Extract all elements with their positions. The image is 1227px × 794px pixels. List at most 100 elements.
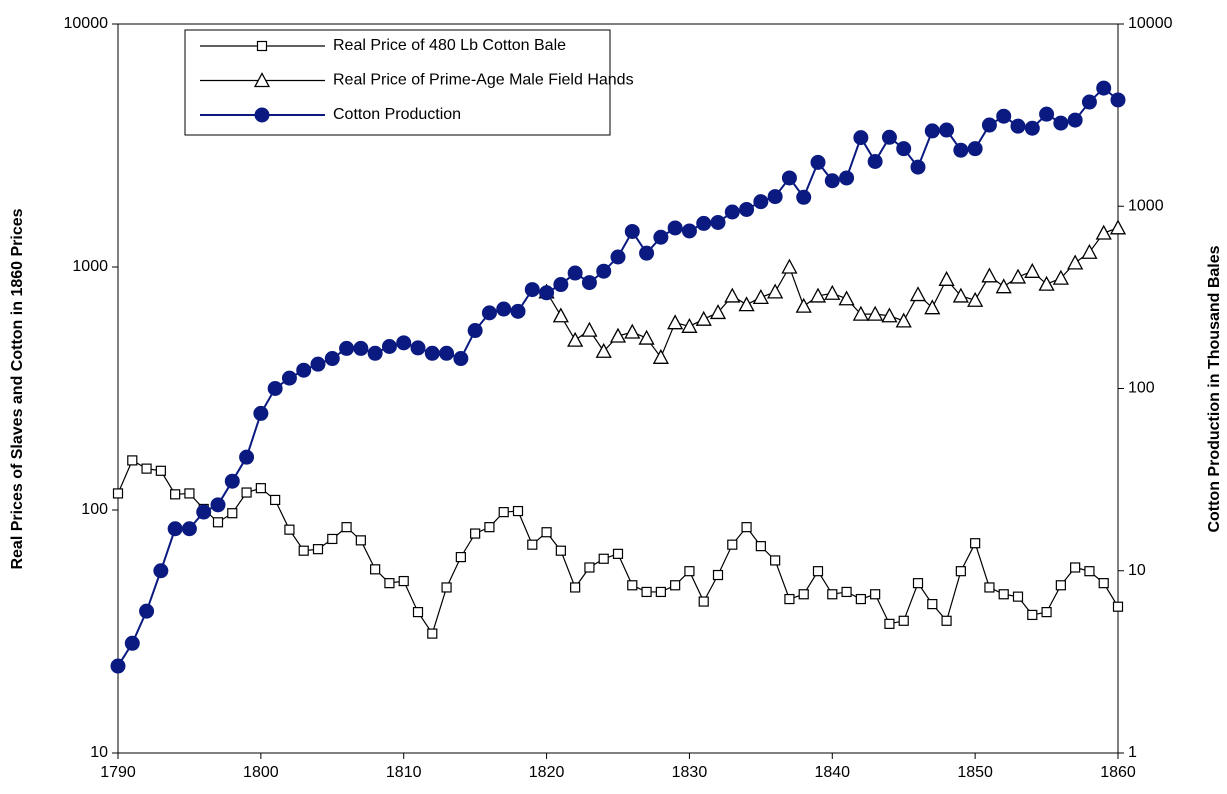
marker — [824, 173, 840, 189]
marker — [867, 154, 883, 170]
marker — [695, 310, 712, 326]
marker — [953, 142, 969, 158]
marker — [698, 596, 709, 607]
marker — [955, 566, 966, 577]
marker — [939, 122, 955, 138]
marker — [1041, 607, 1052, 618]
marker — [884, 618, 895, 629]
marker — [1012, 591, 1024, 602]
marker — [739, 201, 755, 217]
marker — [927, 598, 938, 610]
marker — [895, 312, 912, 328]
marker — [270, 494, 281, 506]
marker — [541, 527, 552, 538]
marker — [898, 615, 909, 626]
marker — [624, 323, 641, 339]
marker — [724, 204, 740, 220]
marker — [727, 539, 738, 550]
marker — [952, 287, 969, 303]
marker — [681, 317, 698, 333]
marker — [441, 582, 452, 593]
marker — [827, 589, 838, 600]
marker — [841, 586, 852, 598]
marker — [124, 635, 140, 651]
legend-marker — [256, 40, 268, 52]
marker — [196, 504, 212, 520]
marker — [170, 489, 181, 500]
marker — [127, 455, 138, 466]
marker — [210, 497, 226, 513]
marker — [324, 351, 340, 367]
y2-tick-label: 1 — [1128, 744, 1137, 761]
marker — [498, 507, 509, 518]
marker — [967, 141, 983, 157]
marker — [355, 535, 366, 546]
marker — [1084, 566, 1095, 577]
marker — [624, 223, 640, 239]
marker — [627, 580, 638, 591]
marker — [353, 340, 369, 356]
marker — [567, 331, 584, 347]
marker — [610, 249, 626, 265]
marker — [595, 342, 612, 358]
marker — [552, 307, 569, 323]
y2-tick-label: 10 — [1128, 562, 1146, 579]
marker — [681, 223, 697, 239]
legend-label: Real Price of Prime-Age Male Field Hands — [333, 72, 634, 89]
marker — [796, 189, 812, 205]
marker — [339, 340, 355, 356]
marker — [410, 340, 426, 356]
marker — [696, 215, 712, 231]
y2-tick-label: 1000 — [1128, 197, 1164, 214]
marker — [1098, 578, 1109, 589]
marker — [655, 586, 666, 598]
marker — [1112, 601, 1124, 612]
marker — [581, 275, 597, 291]
marker — [1024, 262, 1041, 278]
marker — [141, 463, 152, 474]
marker — [709, 304, 727, 320]
marker — [312, 544, 324, 555]
marker — [427, 628, 438, 639]
marker — [212, 517, 224, 528]
marker — [996, 108, 1012, 124]
marker — [239, 449, 255, 465]
marker — [267, 381, 283, 396]
marker — [153, 563, 169, 579]
marker — [912, 578, 924, 589]
marker — [570, 582, 581, 593]
marker — [553, 277, 569, 293]
marker — [112, 488, 124, 499]
marker — [110, 658, 126, 674]
marker — [638, 329, 655, 345]
marker — [710, 214, 726, 230]
x-tick-label: 1790 — [100, 764, 136, 781]
marker — [753, 194, 769, 210]
marker — [284, 524, 295, 535]
marker — [781, 258, 798, 274]
marker — [510, 303, 526, 319]
marker — [453, 351, 469, 367]
marker — [639, 245, 655, 261]
marker — [981, 267, 998, 283]
marker — [470, 528, 481, 539]
marker — [224, 473, 240, 489]
marker — [684, 566, 695, 577]
marker — [1009, 268, 1027, 284]
marker — [795, 297, 812, 313]
marker — [755, 541, 766, 552]
y-axis-title: Real Prices of Slaves and Cotton in 1860… — [9, 208, 26, 569]
legend-marker — [253, 72, 271, 88]
marker — [809, 287, 827, 303]
marker — [253, 405, 269, 421]
marker — [924, 299, 941, 315]
marker — [1067, 254, 1084, 270]
marker — [867, 305, 884, 321]
marker — [810, 154, 826, 170]
y2-tick-label: 10000 — [1128, 15, 1173, 32]
marker — [167, 521, 183, 537]
marker — [910, 159, 926, 175]
marker — [1053, 115, 1069, 131]
marker — [398, 575, 409, 587]
